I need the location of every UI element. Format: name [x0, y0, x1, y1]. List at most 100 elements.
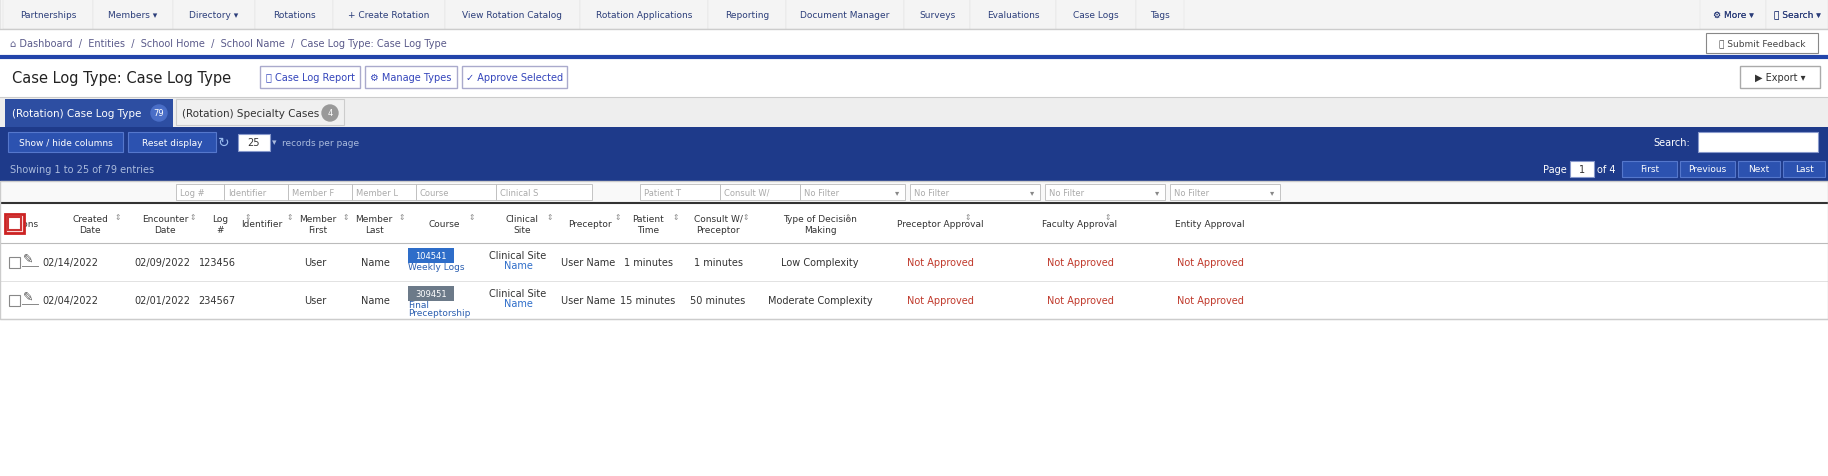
Text: Case Logs: Case Logs [1073, 10, 1119, 20]
Text: User Name: User Name [561, 296, 616, 306]
Text: Surveys: Surveys [919, 10, 954, 20]
Bar [408, 287, 453, 301]
Text: Page: Page [1543, 165, 1567, 175]
Text: Member F: Member F [292, 188, 335, 197]
Text: Reporting: Reporting [726, 10, 770, 20]
Bar [0, 0, 1828, 30]
Bar [579, 0, 707, 30]
Text: Created: Created [71, 214, 108, 223]
Bar [0, 204, 1828, 244]
Text: Patient T: Patient T [643, 188, 682, 197]
Text: Preceptor: Preceptor [569, 220, 612, 229]
Text: ⇕: ⇕ [468, 212, 475, 221]
Text: Actions: Actions [5, 220, 38, 229]
Bar [9, 257, 20, 268]
Text: Course: Course [428, 220, 461, 229]
Text: Name: Name [503, 298, 532, 308]
Text: Clinical Site: Clinical Site [490, 288, 547, 298]
Text: First: First [1640, 165, 1660, 174]
Bar [0, 182, 1828, 319]
Text: Not Approved: Not Approved [1047, 296, 1113, 306]
Text: No Filter: No Filter [804, 188, 839, 197]
Text: Not Approved: Not Approved [1047, 258, 1113, 268]
Text: 02/14/2022: 02/14/2022 [42, 258, 99, 268]
Bar [1740, 67, 1821, 89]
Text: ⇕: ⇕ [344, 212, 349, 221]
Bar [1621, 162, 1676, 178]
Text: Name: Name [503, 260, 532, 270]
Text: Weekly Logs: Weekly Logs [408, 262, 464, 271]
Bar [260, 67, 360, 89]
Text: User Name: User Name [561, 258, 616, 268]
Bar [5, 100, 174, 128]
Bar [1700, 0, 1766, 30]
Text: Show / hide columns: Show / hide columns [18, 138, 112, 147]
Bar [1680, 162, 1735, 178]
Text: Log #: Log # [179, 188, 205, 197]
Text: ✎: ✎ [22, 252, 33, 265]
Text: 50 minutes: 50 minutes [691, 296, 746, 306]
Bar [175, 185, 225, 200]
Text: Faculty Approval: Faculty Approval [1042, 220, 1117, 229]
Text: ▾: ▾ [896, 188, 899, 197]
Text: ⎙ Case Log Report: ⎙ Case Log Report [265, 73, 355, 83]
Text: 02/09/2022: 02/09/2022 [133, 258, 190, 268]
Text: ⇕: ⇕ [287, 212, 292, 221]
Bar [7, 217, 20, 230]
Text: Rotations: Rotations [272, 10, 314, 20]
Bar [175, 100, 344, 126]
Bar [4, 0, 93, 30]
Text: Reset display: Reset display [143, 138, 203, 147]
Text: Consult W/: Consult W/ [693, 214, 742, 223]
Text: + Create Rotation: + Create Rotation [349, 10, 430, 20]
Bar [640, 185, 720, 200]
Bar [910, 185, 1040, 200]
Text: Site: Site [514, 226, 530, 235]
Bar [0, 281, 1828, 319]
Text: ⇕: ⇕ [547, 212, 554, 221]
Text: Final: Final [408, 300, 430, 309]
Text: 1 minutes: 1 minutes [623, 258, 673, 268]
Bar [1170, 185, 1280, 200]
Text: ✎: ✎ [22, 290, 33, 303]
Text: Name: Name [360, 258, 389, 268]
Text: Name: Name [360, 296, 389, 306]
Text: ⌕ Search ▾: ⌕ Search ▾ [1773, 10, 1821, 20]
Text: ⇕: ⇕ [845, 212, 852, 221]
Bar [333, 0, 444, 30]
Text: 1: 1 [1579, 165, 1585, 175]
Bar [366, 67, 457, 89]
Text: No Filter: No Filter [914, 188, 949, 197]
Bar [0, 182, 1828, 204]
Text: of 4: of 4 [1598, 165, 1616, 175]
Text: ▾: ▾ [1029, 188, 1035, 197]
Text: Last: Last [364, 226, 384, 235]
Bar [408, 248, 453, 263]
Text: Date: Date [79, 226, 101, 235]
Text: Tags: Tags [1150, 10, 1170, 20]
Text: Showing 1 to 25 of 79 entries: Showing 1 to 25 of 79 entries [9, 165, 154, 175]
Text: Case Log Type: Case Log Type: Case Log Type: Case Log Type [13, 70, 230, 85]
Text: 234567: 234567 [199, 296, 236, 306]
Text: 309451: 309451 [415, 289, 446, 298]
Circle shape [322, 106, 338, 122]
Bar [1782, 162, 1824, 178]
Text: 15 minutes: 15 minutes [620, 296, 676, 306]
Text: 79: 79 [154, 109, 165, 118]
Text: ⇕: ⇕ [742, 212, 749, 221]
Text: #: # [216, 226, 223, 235]
Text: Preceptor Approval: Preceptor Approval [898, 220, 983, 229]
Text: ⇕: ⇕ [399, 212, 406, 221]
Bar [225, 185, 289, 200]
Text: Not Approved: Not Approved [907, 258, 974, 268]
Text: Making: Making [804, 226, 837, 235]
Circle shape [152, 106, 166, 122]
Bar [128, 133, 216, 153]
Text: User: User [303, 296, 325, 306]
Bar [462, 67, 567, 89]
Bar [417, 185, 495, 200]
Bar [786, 0, 905, 30]
Bar [444, 0, 579, 30]
Text: No Filter: No Filter [1174, 188, 1208, 197]
Text: Log: Log [212, 214, 228, 223]
